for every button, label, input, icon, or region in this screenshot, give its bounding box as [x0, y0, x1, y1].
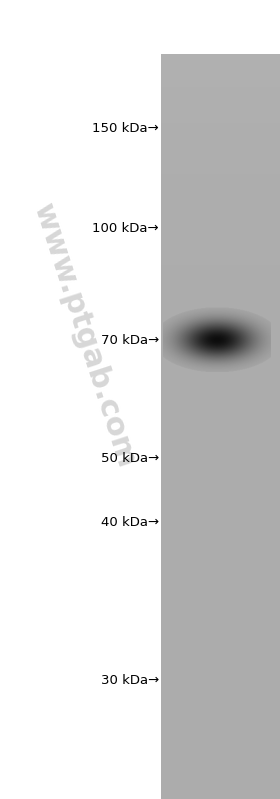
Text: 150 kDa→: 150 kDa→: [92, 121, 159, 134]
Text: 70 kDa→: 70 kDa→: [101, 333, 159, 347]
Text: 100 kDa→: 100 kDa→: [92, 221, 159, 234]
Text: 40 kDa→: 40 kDa→: [101, 515, 159, 528]
Text: www.ptgab.com: www.ptgab.com: [27, 200, 141, 471]
Text: 30 kDa→: 30 kDa→: [101, 674, 159, 686]
Text: 50 kDa→: 50 kDa→: [101, 451, 159, 464]
